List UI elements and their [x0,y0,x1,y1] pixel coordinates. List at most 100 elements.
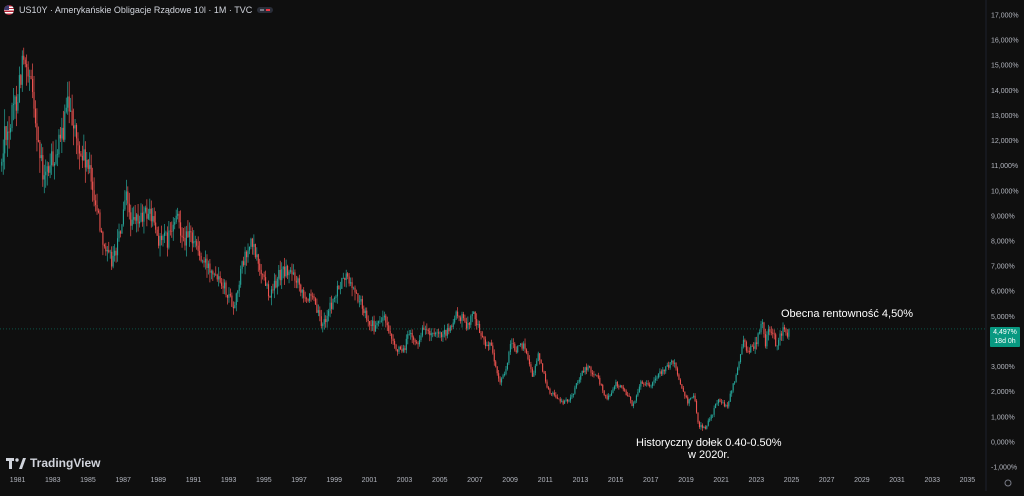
candle-body [732,383,734,391]
candle-body [465,321,467,329]
candle-body [435,332,437,335]
candle-body [361,298,363,309]
candle-body [484,339,487,347]
candle-body [140,212,142,222]
candle-body [640,381,642,387]
current-yield-text: Obecna rentowność 4,50% [781,308,914,320]
candle-body [503,373,506,376]
candle-body [27,67,29,77]
candle-body [782,327,784,336]
tradingview-brand[interactable]: TradingView [6,456,100,470]
candle-body [531,369,533,377]
candle-body [43,175,45,180]
candle-body [695,400,698,413]
candle-body [594,374,596,376]
candle-body [226,294,229,298]
candle-body [175,215,177,223]
candle-body [524,343,526,350]
candle-body [364,310,366,314]
candle-body [773,333,775,335]
x-tick-label: 2017 [643,477,659,484]
candle-body [96,204,98,211]
candle-body [550,393,552,395]
candle-body [606,395,608,400]
candle-body [647,383,649,385]
candle-body [631,400,633,406]
candle-body [517,345,519,353]
candle-body [464,318,466,322]
candle-body [194,241,196,242]
candle-body [706,425,708,429]
y-tick-label: 15,000% [991,63,1019,70]
candle-body [53,163,56,166]
candle-body [527,353,529,360]
candle-body [442,334,444,338]
candle-body [150,208,152,222]
candle-body [407,334,409,339]
market-status-icon[interactable] [257,7,274,13]
candle-body [543,371,545,374]
candle-body [613,386,616,390]
candle-body [385,315,387,323]
candle-body [59,134,61,139]
candle-body [669,362,671,368]
candle-body [253,244,255,247]
candle-body [396,349,399,352]
candle-body [180,222,182,236]
candle-body [564,400,566,404]
candle-body [697,412,699,423]
candle-body [575,383,577,388]
symbol-header[interactable]: US10Y · Amerykańskie Obligacje Rządowe 1… [4,3,274,17]
candle-body [37,139,39,142]
candle-body [650,385,652,387]
candle-body [565,399,567,401]
candle-body [420,335,422,340]
candle-body [168,230,170,248]
candle-body [24,59,26,65]
candle-body [462,314,465,319]
candle-body [241,261,243,269]
candle-body [338,285,340,289]
candle-body [395,344,397,350]
x-tick-label: 2027 [819,477,835,484]
candle-body [121,224,123,234]
candle-body [760,323,762,333]
candle-body [374,325,377,332]
candle-body [262,274,264,275]
candle-body [171,231,173,232]
candle-body [12,104,15,106]
candle-body [193,241,195,244]
candle-body [492,345,494,353]
candle-body [131,219,133,226]
candle-body [545,373,547,382]
candle-body [34,108,37,124]
candle-body [751,345,753,347]
candle-body [124,200,126,210]
candle-body [165,232,167,234]
candle-body [757,333,759,345]
candle-body [717,399,720,404]
candle-body [701,425,703,428]
candle-body [632,403,635,406]
candle-body [685,395,687,398]
candle-body [87,159,89,169]
y-tick-label: 11,000% [991,163,1018,170]
candle-body [610,392,613,396]
candle-body [64,111,66,140]
candle-body [15,96,17,111]
candle-body [228,294,230,298]
gear-icon[interactable] [1004,479,1012,487]
x-tick-label: 2001 [362,477,378,484]
candle-body [734,382,736,384]
symbol-title[interactable]: US10Y · Amerykańskie Obligacje Rządowe 1… [19,5,253,15]
candle-body [438,332,440,334]
candle-body [212,271,214,275]
candle-body [20,75,22,85]
candle-body [40,155,42,159]
candle-body [62,127,64,140]
candle-body [18,75,20,103]
candle-body [523,343,525,349]
candle-body [329,302,331,311]
